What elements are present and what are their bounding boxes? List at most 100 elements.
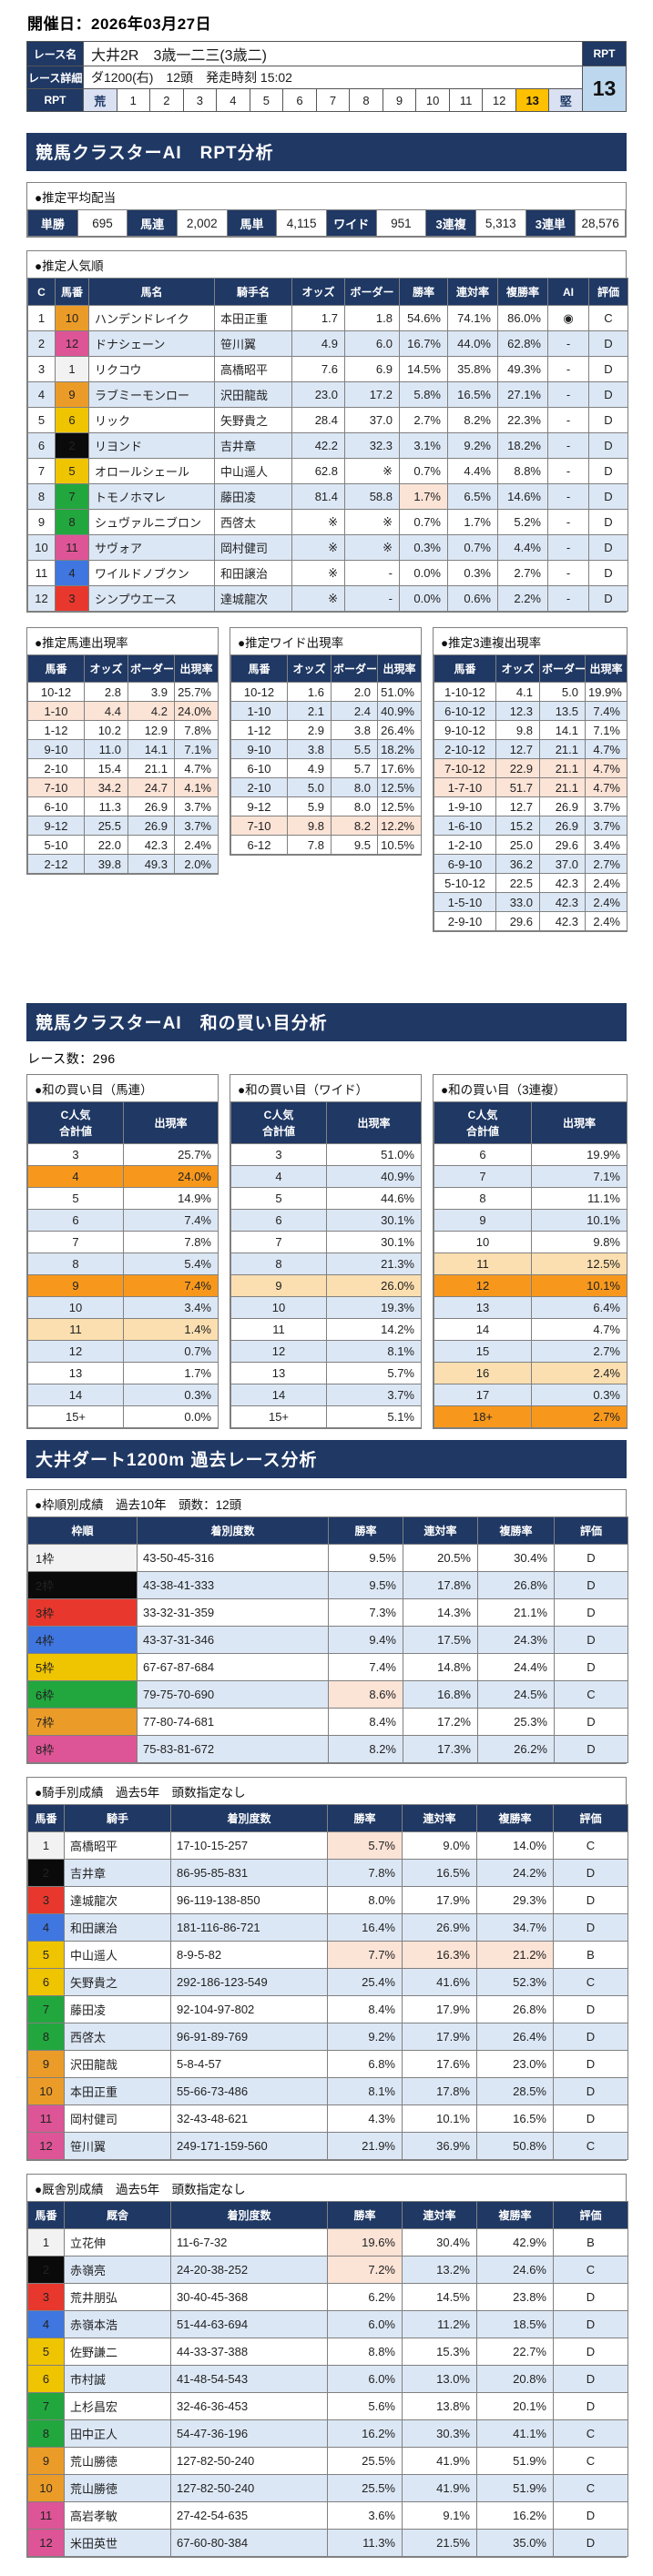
column-header: 勝率: [399, 278, 448, 306]
table-row: 12 8.1%: [230, 1340, 422, 1363]
cell-pair: 9-10: [230, 739, 288, 759]
cell-sum: 9: [230, 1274, 327, 1297]
cell-rate: 3.4%: [123, 1296, 219, 1319]
cell-eval: D: [553, 2077, 628, 2105]
cell-name: 荒井朋弘: [64, 2283, 171, 2311]
cell-border: 13.5: [539, 701, 586, 721]
cell-name: シュヴァルニブロン: [88, 509, 215, 535]
cell-pair: 9-10: [27, 739, 85, 759]
cell-ren: 17.3%: [403, 1735, 478, 1763]
cell-pair: 1-10: [27, 701, 85, 721]
cell-label: 7枠: [27, 1708, 138, 1736]
cell-ren: 41.9%: [402, 2447, 477, 2475]
cell-ai: -: [547, 356, 589, 382]
table-row: 15+ 0.0%: [27, 1405, 219, 1428]
table-row: 3 荒井朋弘 30-40-45-368 6.2% 14.5% 23.8% D: [27, 2283, 628, 2311]
cell-ai: -: [547, 458, 589, 484]
cell-pair: 2-10: [27, 758, 85, 778]
cell-sum: 14: [434, 1318, 532, 1341]
popularity-title: ●推定人気順: [35, 259, 104, 273]
cell-eval: D: [588, 560, 628, 586]
cell-rate: 3.7%: [585, 796, 627, 816]
cell-ren: 17.9%: [402, 1995, 477, 2023]
cell-num: 6: [27, 2365, 65, 2393]
table-row: 11 4 ワイルドノブクン 和田譲治 ※ -0.0% 0.3% 2.7% - D: [27, 560, 628, 586]
cell-fuku: 18.2%: [497, 432, 548, 459]
cell-rate: 3.4%: [585, 835, 627, 855]
table-row: 10 11 サヴォア 岡村健司 ※ ※ 0.3% 0.7% 4.4% - D: [27, 534, 628, 561]
cell-sum: 13: [230, 1362, 327, 1384]
cell-win: 54.6%: [399, 305, 448, 331]
cell-label: 5枠: [27, 1653, 138, 1681]
cell-border: 21.1: [539, 758, 586, 778]
cell-record: 32-43-48-621: [170, 2104, 328, 2133]
rpt-scale-cell: 2: [149, 88, 184, 112]
cell-odds: 25.0: [495, 835, 540, 855]
cell-odds: 7.8: [287, 835, 332, 855]
jockey-box: ●騎手別成績 過去5年 頭数指定なし 馬番 騎手 着別度数 勝率 連対率 複勝率…: [26, 1777, 628, 2161]
cell-rate: 4.7%: [585, 739, 627, 759]
table-row: 2枠 43-38-41-333 9.5% 17.8% 26.8% D: [27, 1571, 628, 1599]
cell-eval: D: [588, 330, 628, 357]
cell-sum: 15+: [230, 1405, 327, 1428]
cell-odds: 62.8: [291, 458, 345, 484]
column-header: 厩舎: [64, 2201, 171, 2229]
cell-record: 8-9-5-82: [170, 1941, 328, 1969]
cell-sum: 16: [434, 1362, 532, 1384]
cell-num: 3: [27, 1886, 65, 1914]
cell-border: 21.1: [539, 739, 586, 759]
rpt-label: RPT: [582, 41, 627, 66]
cell-jockey: 達城龍次: [214, 585, 292, 612]
payout-value: 951: [375, 209, 427, 237]
cell-border: 26.9: [128, 796, 175, 816]
table-row: 5 中山遥人 8-9-5-82 7.7% 16.3% 21.2% B: [27, 1941, 628, 1969]
cell-border: 8.0: [331, 777, 378, 797]
cell-sum: 15: [434, 1340, 532, 1363]
cell-border: 8.0: [331, 796, 378, 816]
table-row: 4 40.9%: [230, 1165, 422, 1188]
cell-ren: 0.7%: [447, 534, 498, 561]
cell-num: 9: [55, 381, 89, 408]
table-row: 6 市村誠 41-48-54-543 6.0% 13.0% 20.8% D: [27, 2365, 628, 2393]
cell-num: 7: [27, 2392, 65, 2420]
cell-fuku: 86.0%: [497, 305, 548, 331]
cell-win: 8.2%: [328, 1735, 403, 1763]
cell-border: 4.2: [128, 701, 175, 721]
cell-odds: 51.7: [495, 777, 540, 797]
cell-name: 中山遥人: [64, 1941, 171, 1969]
cell-jockey: 岡村健司: [214, 534, 292, 561]
cell-num: 4: [27, 2310, 65, 2338]
payout-label: 馬連: [127, 209, 178, 237]
cell-rate: 2.7%: [531, 1340, 627, 1363]
cell-sum: 14: [230, 1384, 327, 1406]
cell-ren: 10.1%: [402, 2104, 477, 2133]
cell-name: 高岩孝敏: [64, 2501, 171, 2530]
cell-name: 赤嶺亮: [64, 2256, 171, 2284]
table-row: 6 2 リヨンド 吉井章 42.2 32.3 3.1% 9.2% 18.2% - D: [27, 432, 628, 459]
cell-fuku: 14.6%: [497, 483, 548, 510]
cell-name: 米田英世: [64, 2529, 171, 2557]
cell-odds: 4.4: [84, 701, 128, 721]
cell-pair: 5-10: [27, 835, 85, 855]
table-row: 1-2-10 25.0 29.6 3.4%: [434, 835, 627, 855]
cell-win: 0.7%: [399, 458, 448, 484]
column-header: 出現率: [531, 1101, 627, 1144]
cell-odds: 2.1: [287, 701, 332, 721]
cell-odds: 7.6: [291, 356, 345, 382]
table-row: 10 荒山勝徳 127-82-50-240 25.5% 41.9% 51.9% C: [27, 2474, 628, 2502]
cell-record: 32-46-36-453: [170, 2392, 328, 2420]
cell-rate: 51.0%: [326, 1143, 422, 1166]
table-row: 4 24.0%: [27, 1165, 219, 1188]
cell-fuku: 22.3%: [497, 407, 548, 433]
cell-fuku: 24.5%: [477, 1680, 555, 1709]
buy-wide-table: C人気 合計値 出現率 3 51.0% 4 40.9% 5 44.6% 6 30.1% 7 30.1…: [230, 1101, 422, 1428]
column-header: 着別度数: [170, 2201, 328, 2229]
cell-sum: 10: [230, 1296, 327, 1319]
cell-ren: 9.2%: [447, 432, 498, 459]
cell-border: 21.1: [128, 758, 175, 778]
column-header: C人気 合計値: [230, 1101, 327, 1144]
column-header: 騎手: [64, 1804, 171, 1832]
cell-c: 3: [27, 356, 56, 382]
race-detail-row: レース詳細 ダ1200(右) 12頭 発走時刻 15:02 13: [26, 66, 627, 112]
table-row: 1 高橋昭平 17-10-15-257 5.7% 9.0% 14.0% C: [27, 1831, 628, 1860]
